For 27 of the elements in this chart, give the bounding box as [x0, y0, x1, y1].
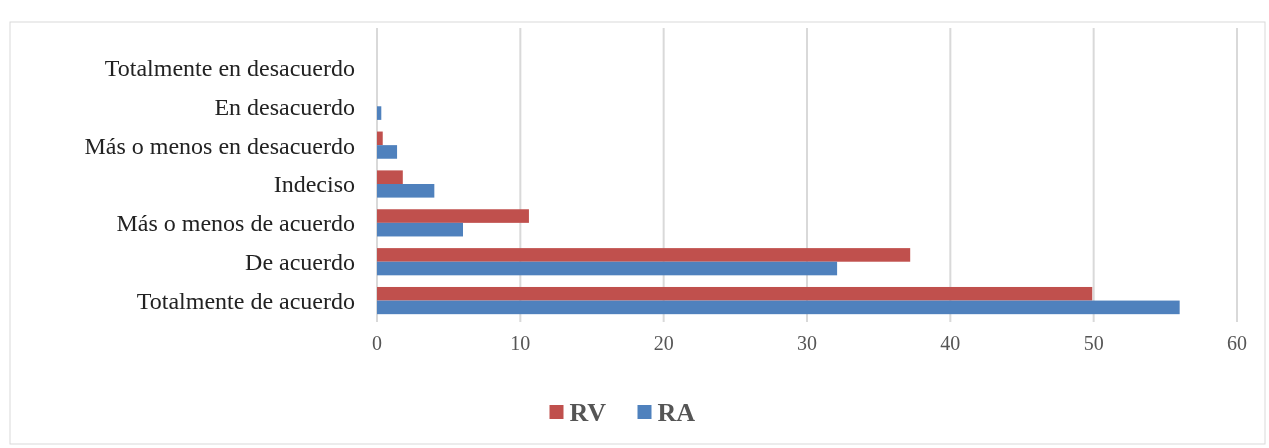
y-tick-label: Más o menos de acuerdo [116, 210, 355, 237]
bar [377, 209, 529, 223]
bar [377, 131, 383, 146]
bar [377, 106, 382, 120]
legend-label: RA [657, 398, 696, 428]
x-tick-label: 40 [940, 332, 961, 354]
x-tick-label: 20 [653, 332, 674, 354]
x-tick-label: 10 [510, 332, 531, 354]
bar [377, 286, 1093, 301]
x-tick-label: 60 [1227, 332, 1247, 354]
y-tick-label: De acuerdo [245, 249, 355, 276]
y-tick-label: Totalmente de acuerdo [136, 287, 355, 314]
bar [377, 261, 838, 276]
bar [377, 145, 398, 159]
bar [377, 184, 435, 198]
y-tick-label: En desacuerdo [214, 93, 355, 120]
bar [377, 222, 463, 237]
bar [377, 248, 911, 262]
x-tick-label: 0 [372, 332, 382, 354]
y-tick-label: Totalmente en desacuerdo [104, 54, 355, 81]
legend-label: RV [569, 398, 607, 428]
y-tick-label: Indeciso [273, 171, 355, 198]
x-tick-label: 30 [797, 332, 817, 354]
bar [377, 300, 1180, 315]
x-tick-label: 50 [1083, 332, 1104, 354]
bar [377, 170, 403, 184]
y-tick-label: Más o menos en desacuerdo [84, 132, 355, 159]
